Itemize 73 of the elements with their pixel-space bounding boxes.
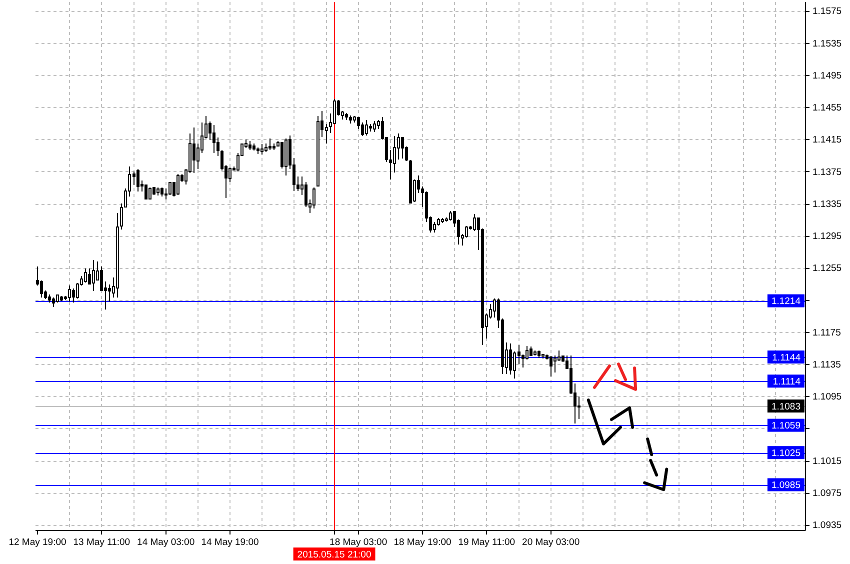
candlestick (92, 259, 96, 292)
y-tick-label: 1.1135 (812, 360, 841, 371)
y-tick-label: 1.1455 (812, 102, 842, 114)
candlestick (264, 142, 268, 153)
candlestick (268, 138, 272, 150)
candlestick (160, 187, 164, 197)
candlestick (84, 268, 88, 283)
x-tick-label: 14 May 03:00 (137, 536, 195, 548)
candlestick (400, 136, 404, 160)
x-tick-label: 14 May 19:00 (201, 536, 259, 548)
candlestick (541, 353, 544, 360)
y-tick-label: 1.1295 (812, 231, 842, 242)
candlestick (68, 285, 72, 302)
x-tick-label: 19 May 11:00 (458, 536, 516, 548)
candlestick (256, 146, 260, 154)
y-tick-label: 1.1415 (812, 134, 842, 146)
candlestick (212, 124, 216, 154)
candlestick (136, 168, 140, 192)
candlestick (260, 144, 264, 156)
candlestick (252, 142, 256, 152)
candlestick (348, 114, 352, 124)
ref-line-label: 1.0985 (771, 480, 800, 492)
y-tick-label: 1.1495 (812, 70, 842, 82)
candlestick (372, 120, 376, 133)
candlestick (312, 187, 316, 209)
y-tick-label: 1.1575 (812, 6, 842, 18)
x-tick-label: 18 May 03:00 (330, 536, 388, 548)
candlestick (553, 354, 556, 373)
y-tick-label: 1.1175 (812, 327, 841, 338)
candlestick (441, 218, 444, 224)
x-tick-label: 2015.05.15 21:00 (297, 549, 372, 560)
candlestick (284, 138, 288, 176)
candlestick (152, 187, 156, 196)
candlestick (144, 184, 148, 200)
candlestick (48, 294, 52, 303)
ref-line-label: 1.1083 (771, 401, 800, 412)
y-tick-label: 1.1095 (812, 392, 842, 403)
candlestick (408, 160, 412, 204)
candlestick (509, 342, 512, 376)
candlestick (56, 294, 60, 303)
candlestick (176, 173, 180, 196)
x-tick-label: 13 May 11:00 (73, 536, 130, 548)
ref-line-label: 1.1025 (771, 448, 800, 459)
candlestick (116, 212, 120, 298)
candlestick (156, 187, 160, 196)
candlestick (537, 350, 540, 358)
ref-line-label: 1.1214 (771, 296, 800, 308)
candlestick (60, 295, 64, 302)
ref-line-label: 1.1059 (771, 420, 800, 432)
candlestick (192, 126, 196, 174)
candlestick (168, 181, 172, 196)
ref-line-label: 1.1144 (772, 352, 800, 364)
y-tick-label: 1.0975 (812, 488, 842, 500)
x-tick-label: 20 May 03:00 (522, 536, 580, 548)
candlestick (533, 350, 536, 356)
y-tick-label: 1.0935 (812, 520, 842, 532)
x-tick-label: 18 May 19:00 (394, 536, 452, 548)
y-tick-label: 1.1535 (812, 38, 842, 50)
candlestick (52, 297, 56, 308)
candlestick (148, 187, 152, 200)
y-tick-label: 1.1255 (812, 263, 842, 274)
candlestick (272, 142, 276, 150)
ref-line-label: 1.1114 (772, 376, 800, 388)
x-tick-label: 12 May 19:00 (8, 536, 66, 548)
candlestick (248, 140, 252, 150)
candlestick (368, 124, 372, 132)
candlestick (529, 346, 532, 357)
candlestick (549, 356, 552, 377)
y-tick-label: 1.1335 (812, 198, 842, 210)
y-tick-label: 1.1015 (812, 456, 842, 467)
candlestick (344, 112, 348, 121)
y-tick-label: 1.1375 (812, 166, 842, 178)
candlestick (364, 120, 368, 136)
